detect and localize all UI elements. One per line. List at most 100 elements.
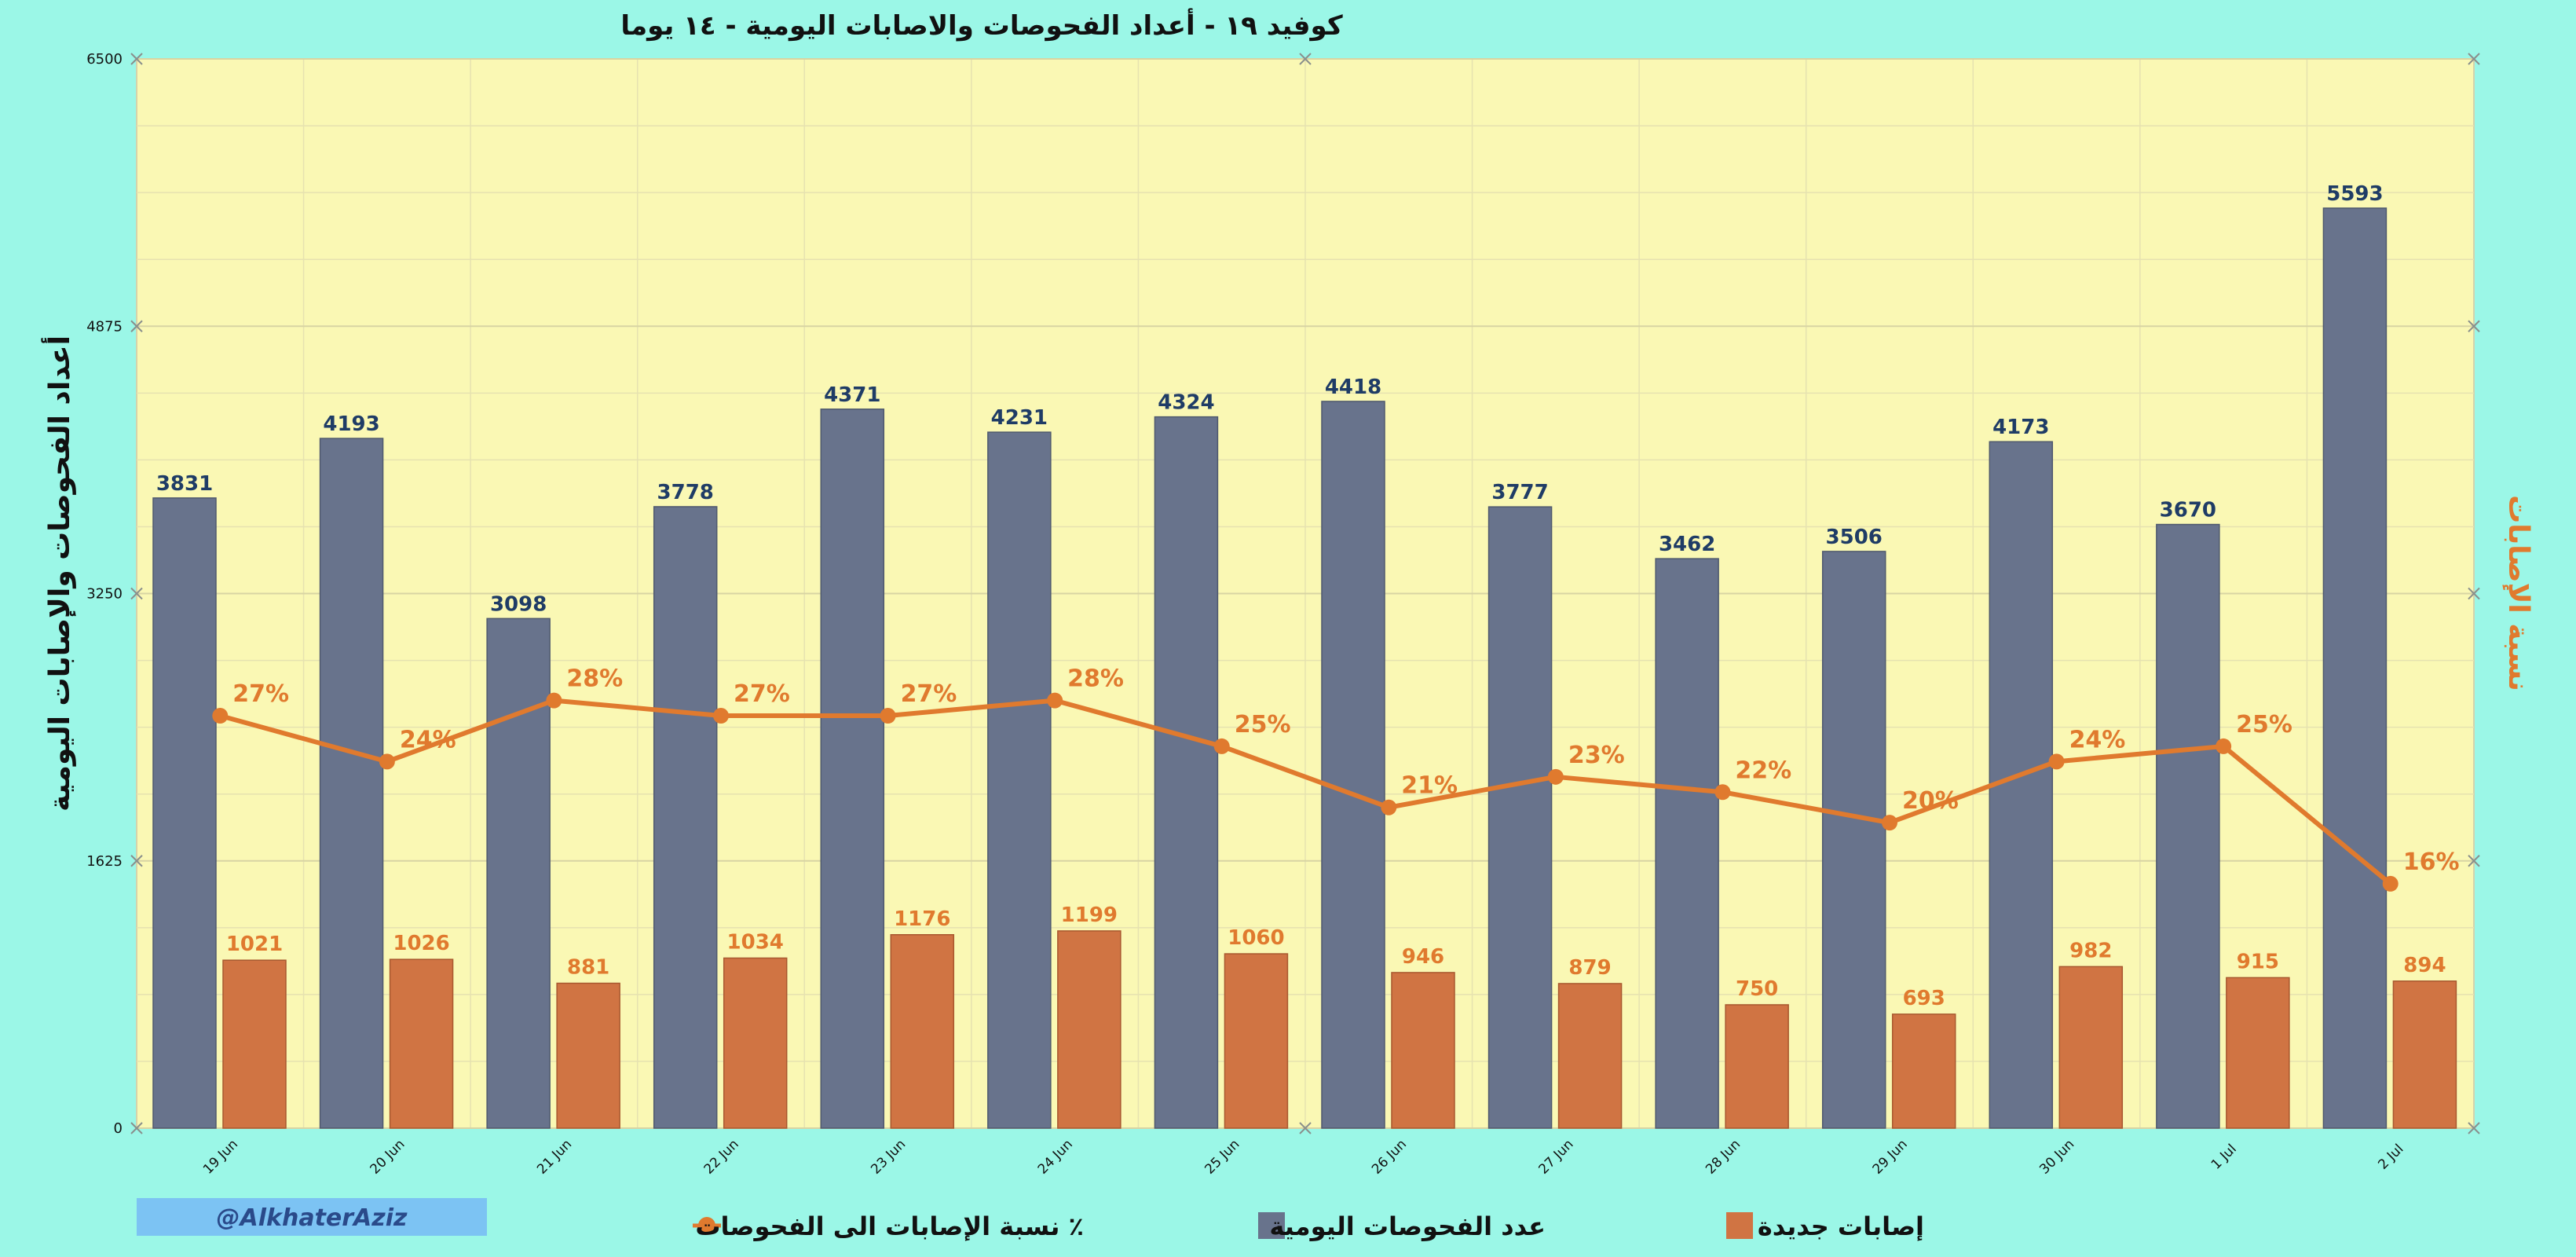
ratio-point [1213, 738, 1230, 754]
axis-marker-top [1299, 53, 1312, 65]
data-label-cases: 750 [1736, 977, 1778, 1001]
data-label-cases: 879 [1568, 956, 1611, 980]
bar-cases [723, 957, 788, 1129]
axis-marker-right [2468, 53, 2480, 65]
bar-tests [2156, 523, 2220, 1129]
data-label-cases: 881 [567, 956, 609, 980]
data-label-tests: 4418 [1325, 376, 1381, 399]
y-tick-label: 0 [114, 1120, 123, 1137]
data-label-cases: 1021 [226, 933, 283, 956]
bar-cases [890, 934, 955, 1129]
ratio-point [2216, 738, 2232, 754]
legend: نسبة الإصابات الى الفحوصات ٪ عدد الفحوصا… [693, 1211, 1924, 1242]
data-label-tests: 3098 [490, 592, 547, 616]
data-label-ratio: 25% [2236, 711, 2292, 738]
legend-tests-label: عدد الفحوصات اليومية [1269, 1211, 1546, 1241]
data-label-cases: 894 [2403, 954, 2446, 977]
ratio-point [379, 753, 395, 770]
ratio-point [546, 692, 562, 709]
ratio-point [1882, 815, 1897, 831]
bar-tests [987, 431, 1052, 1129]
legend-cases-swatch [1726, 1212, 1753, 1239]
data-label-ratio: 16% [2403, 848, 2460, 876]
bar-tests [1154, 416, 1219, 1129]
legend-ratio-marker [698, 1217, 715, 1234]
axis-marker-right [2468, 855, 2480, 867]
axis-marker-left [130, 1122, 143, 1134]
data-label-cases: 1199 [1061, 903, 1118, 927]
axis-marker-left [130, 53, 143, 65]
data-label-ratio: 24% [400, 726, 456, 753]
bar-tests [152, 497, 217, 1129]
data-label-ratio: 28% [566, 665, 623, 693]
legend-tests-swatch [1258, 1212, 1285, 1239]
data-label-tests: 3670 [2160, 499, 2216, 522]
x-tick-label: 28 Jun [1703, 1137, 1744, 1178]
data-label-cases: 1176 [894, 907, 950, 931]
x-axis-ticks: 19 Jun 20 Jun 21 Jun 22 Jun 23 Jun 24 Jun 25 J… [200, 1137, 2407, 1178]
bars [152, 207, 2457, 1129]
axis-marker-left [130, 320, 143, 332]
data-label-tests: 4173 [1992, 416, 2049, 439]
data-label-ratio: 25% [1235, 711, 1291, 738]
bar-tests [820, 409, 885, 1129]
data-label-tests: 3831 [156, 472, 213, 496]
bar-cases [1391, 972, 1455, 1129]
bar-tests [2322, 207, 2388, 1129]
data-label-cases: 1060 [1228, 926, 1284, 950]
ratio-point [1547, 768, 1564, 785]
watermark: @AlkhaterAziz [137, 1198, 487, 1236]
data-label-cases: 946 [1402, 945, 1444, 969]
ratio-point [713, 708, 729, 724]
x-tick-label: 25 Jun [1202, 1137, 1242, 1178]
data-label-cases: 693 [1903, 987, 1945, 1010]
ratio-point [2048, 753, 2065, 770]
ratio-point [212, 708, 229, 724]
bar-cases [556, 982, 620, 1129]
bar-tests [1821, 551, 1886, 1129]
bar-cases [1057, 930, 1122, 1129]
watermark-text: @AlkhaterAziz [217, 1204, 408, 1232]
data-labels: 3831 1021 4193 1026 3098 881 3778 1034 4371 1176 4… [156, 182, 2460, 1010]
x-tick-label: 1 Jul [2208, 1142, 2240, 1173]
x-tick-label: 22 Jun [701, 1137, 742, 1178]
axis-marker-right [2468, 587, 2480, 600]
axis-marker-right [2468, 320, 2480, 332]
axis-marker-right [2468, 1122, 2480, 1134]
bar-tests [1321, 401, 1385, 1129]
data-label-ratio: 27% [901, 680, 957, 708]
y-tick-label: 6500 [86, 51, 123, 68]
bar-cases [389, 958, 454, 1129]
legend-item-cases: إصابات جديدة [1726, 1211, 1924, 1242]
data-label-tests: 3778 [657, 481, 714, 504]
data-label-ratio: 21% [1401, 772, 1458, 800]
y-tick-label: 1625 [86, 853, 123, 870]
data-label-ratio: 27% [232, 680, 289, 708]
data-label-cases: 1026 [393, 932, 449, 955]
data-label-cases: 915 [2237, 950, 2279, 973]
legend-item-tests: عدد الفحوصات اليومية [1258, 1211, 1546, 1241]
watermark-box [137, 1198, 487, 1236]
data-label-ratio: 28% [1067, 665, 1124, 693]
data-label-tests: 3777 [1491, 481, 1548, 504]
x-tick-label: 26 Jun [1369, 1137, 1410, 1178]
ratio-line-path [219, 698, 2392, 886]
legend-ratio-label: نسبة الإصابات الى الفحوصات ٪ [695, 1211, 1084, 1241]
data-label-cases: 982 [2069, 939, 2112, 962]
data-label-tests: 4231 [991, 406, 1048, 430]
bar-tests [486, 618, 551, 1129]
bar-tests [1989, 441, 2054, 1129]
ratio-point [1714, 784, 1731, 801]
x-tick-label: 27 Jun [1536, 1137, 1577, 1178]
bar-cases [2058, 966, 2124, 1129]
bar-tests [319, 438, 384, 1129]
chart-title: كوفيد ١٩ - أعداد الفحوصات والاصابات اليو… [620, 8, 1343, 42]
axis-marker-bottom [1299, 1122, 1312, 1134]
bar-cases [2392, 980, 2457, 1129]
x-tick-label: 29 Jun [1870, 1137, 1911, 1178]
ratio-line [212, 692, 2399, 892]
bar-tests [1487, 506, 1553, 1129]
bar-cases [2226, 977, 2290, 1129]
data-label-tests: 4193 [323, 412, 379, 436]
